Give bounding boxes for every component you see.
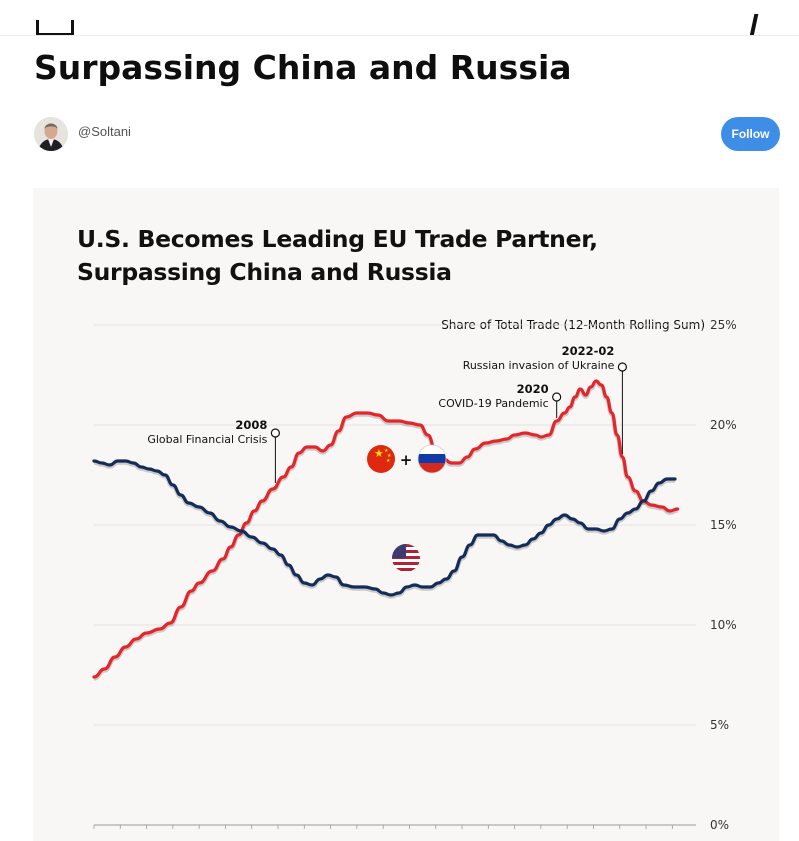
y-tick-label: 5% [710, 718, 729, 732]
china-russia-series-line [92, 379, 680, 679]
china-flag-icon: ★ ★ ★ ★ [367, 445, 395, 473]
clipped-heading-glyph-right [733, 14, 759, 36]
annotation-text: COVID-19 Pandemic [438, 397, 548, 410]
chart-title-line-1: U.S. Becomes Leading EU Trade Partner, [77, 225, 598, 253]
svg-text:★: ★ [384, 448, 389, 454]
y-tick-labels: 25% 20% 15% 10% 5% 0% [710, 318, 737, 832]
chart-title: U.S. Becomes Leading EU Trade Partner, S… [77, 223, 598, 289]
chart-title-line-2: Surpassing China and Russia [77, 258, 452, 286]
y-tick-label: 20% [710, 418, 737, 432]
plus-sign: + [400, 451, 413, 469]
annotation-text: Russian invasion of Ukraine [463, 359, 615, 372]
previous-heading-clipped [0, 0, 799, 36]
annotation-marker [552, 392, 562, 402]
svg-text:★: ★ [386, 458, 391, 464]
x-axis-ticks [93, 825, 673, 829]
annotation-marker [617, 362, 627, 372]
us-flag-icon [392, 544, 420, 572]
annotation-year: 2022-02 [562, 344, 615, 358]
us-series-line [92, 459, 677, 597]
y-tick-label: 15% [710, 518, 737, 532]
y-tick-label: 10% [710, 618, 737, 632]
header-divider [0, 35, 799, 36]
follow-button[interactable]: Follow [721, 117, 780, 151]
svg-text:★: ★ [387, 453, 392, 459]
y-tick-label: 25% [710, 318, 737, 332]
chart-card: U.S. Becomes Leading EU Trade Partner, S… [33, 188, 779, 841]
china-russia-label: ★ ★ ★ ★ + [367, 444, 447, 474]
author-avatar-photo-icon [34, 117, 68, 151]
author-avatar[interactable] [34, 117, 68, 151]
annotation-text: Global Financial Crisis [147, 433, 267, 446]
line-chart: Share of Total Trade (12-Month Rolling S… [92, 318, 737, 832]
annotation-year: 2020 [517, 382, 549, 396]
annotation-year: 2008 [235, 418, 267, 432]
annotation-marker [270, 428, 280, 438]
clipped-heading-glyph [36, 20, 74, 36]
svg-text:★: ★ [374, 447, 384, 460]
y-tick-label: 0% [710, 818, 729, 832]
series-lines [92, 379, 680, 681]
russia-flag-icon [417, 444, 447, 474]
article-title: Surpassing China and Russia [34, 48, 572, 87]
author-handle[interactable]: @Soltani [78, 124, 131, 139]
grid-layer [94, 324, 696, 826]
